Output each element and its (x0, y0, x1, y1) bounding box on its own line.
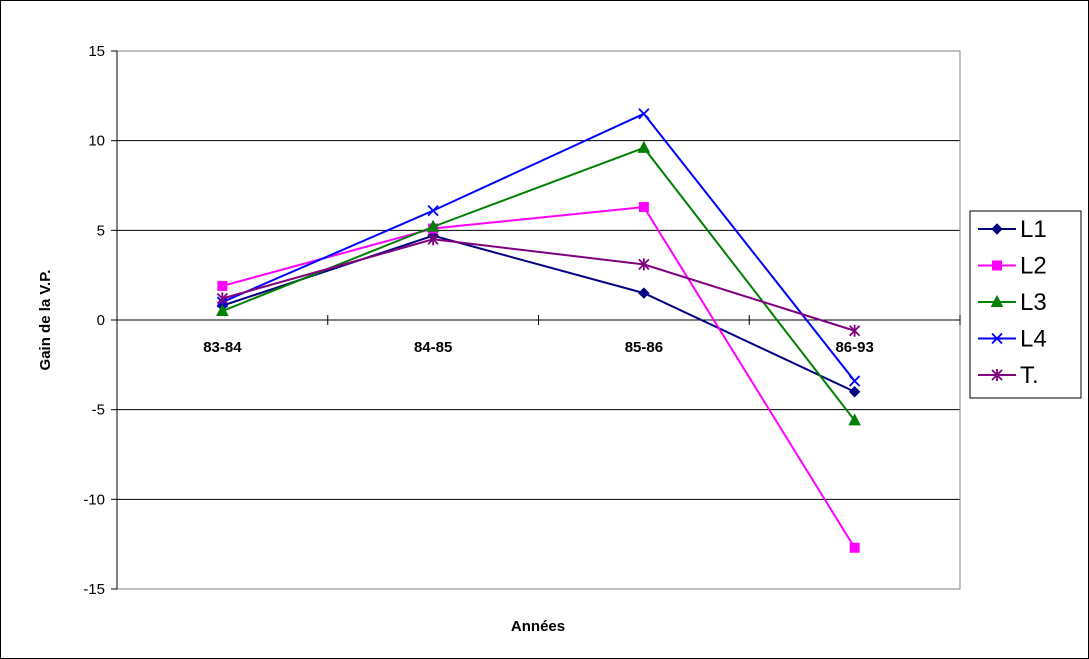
series-t (216, 233, 861, 337)
legend-item: L3 (978, 289, 1047, 316)
legend-marker (992, 260, 1002, 271)
y-axis-title: Gain de la V.P. (37, 270, 54, 371)
data-point (849, 542, 860, 553)
legend-label: T. (1020, 362, 1039, 389)
x-tick-label: 86-93 (835, 339, 873, 356)
data-point (426, 219, 440, 232)
x-tick-label: 83-84 (203, 339, 242, 356)
legend-item: L4 (978, 326, 1047, 353)
data-point (427, 204, 439, 217)
series-l1 (216, 230, 861, 398)
x-tick-label: 84-85 (414, 339, 452, 356)
data-point (427, 233, 439, 246)
y-tick-label: 10 (88, 133, 105, 150)
legend-marker (991, 223, 1003, 235)
legend-item: L2 (978, 253, 1047, 280)
data-point (638, 202, 649, 213)
legend-label: L3 (1020, 289, 1047, 316)
legend-marker (990, 294, 1004, 307)
legend-marker (991, 332, 1003, 345)
series-line (222, 234, 856, 393)
data-point (848, 375, 861, 387)
legend-box (969, 210, 1082, 399)
data-point (638, 287, 650, 299)
data-point (848, 324, 861, 337)
legend-item: T. (978, 362, 1039, 389)
y-tick-label: 5 (97, 222, 105, 239)
series-line (222, 238, 855, 332)
legend: L1 L2 L3 L4 T. (969, 210, 1082, 399)
legend-label: L2 (1020, 253, 1047, 280)
x-axis-title: Années (511, 618, 565, 635)
series-group (216, 108, 861, 553)
data-point (848, 386, 861, 398)
legend-label: L4 (1020, 326, 1047, 353)
legend-label: L1 (1020, 216, 1047, 243)
data-point (216, 303, 229, 317)
data-point (217, 280, 228, 291)
data-point (216, 292, 229, 305)
data-point (848, 413, 861, 426)
y-tick-label: -10 (83, 491, 105, 508)
data-point (638, 258, 650, 271)
data-point (637, 140, 651, 153)
series-line (221, 112, 856, 382)
y-tick-label: -15 (83, 581, 105, 598)
y-tick-label: 0 (97, 312, 105, 329)
legend-marker (991, 369, 1003, 381)
data-point (638, 108, 650, 120)
legend-item: L1 (978, 216, 1047, 243)
x-tick-label: 85-86 (625, 339, 663, 356)
series-l4 (216, 108, 861, 387)
y-tick-label: -5 (92, 402, 105, 419)
y-tick-label: 15 (88, 43, 105, 60)
